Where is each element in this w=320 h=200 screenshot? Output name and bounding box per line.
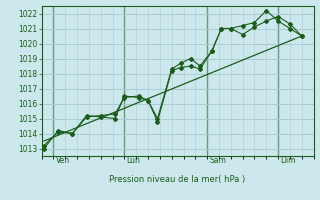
X-axis label: Pression niveau de la mer( hPa ): Pression niveau de la mer( hPa ) [109,175,246,184]
Text: Sam: Sam [210,156,227,165]
Text: Ven: Ven [56,156,70,165]
Text: Lun: Lun [127,156,140,165]
Text: Dim: Dim [281,156,296,165]
